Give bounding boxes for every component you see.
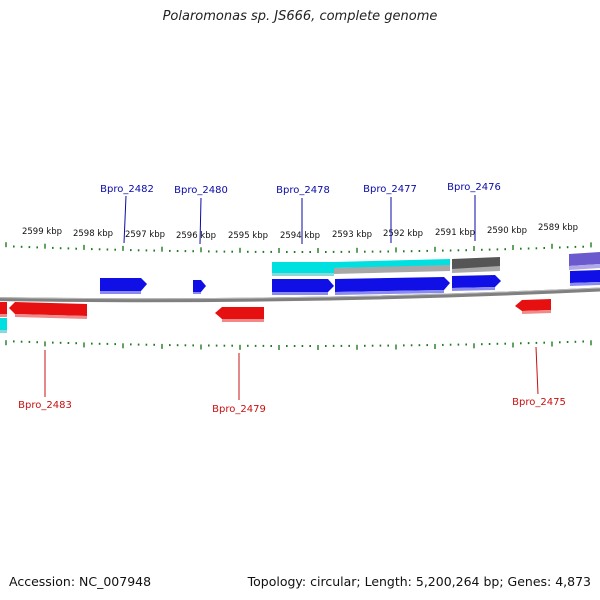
gene-bpro-2478-arrow[interactable] <box>272 279 334 295</box>
kbp-label: 2591 kbp <box>435 228 475 238</box>
gene-label-bpro-2477[interactable]: Bpro_2477 <box>363 184 417 195</box>
kbp-label: 2590 kbp <box>487 226 527 236</box>
gene-bpro-2475-arrow[interactable] <box>515 299 551 314</box>
gene-bpro-2483-arrow[interactable] <box>9 302 87 319</box>
purple-feature-block[interactable] <box>569 252 600 270</box>
gene-forward-partial-arrow[interactable] <box>570 270 600 286</box>
genome-title: Polaromonas sp. JS666, complete genome <box>162 9 438 24</box>
gene-label-bpro-2475[interactable]: Bpro_2475 <box>512 397 566 408</box>
kbp-label: 2595 kbp <box>228 231 268 241</box>
gene-bpro-2480-arrow[interactable] <box>193 280 206 294</box>
kbp-scale-labels: 2599 kbp 2598 kbp 2597 kbp 2596 kbp 2595… <box>22 223 578 241</box>
forward-gene-labels: Bpro_2482 Bpro_2480 Bpro_2478 Bpro_2477 … <box>100 182 501 245</box>
gene-reverse-partial-arrow[interactable] <box>0 302 7 317</box>
kbp-label: 2592 kbp <box>383 229 423 239</box>
gene-bpro-2477-arrow[interactable] <box>335 277 450 295</box>
kbp-label: 2599 kbp <box>22 227 62 237</box>
kbp-label: 2598 kbp <box>73 229 113 239</box>
kbp-label: 2593 kbp <box>332 230 372 240</box>
reverse-strand-features <box>0 299 551 333</box>
gene-label-bpro-2478[interactable]: Bpro_2478 <box>276 185 330 196</box>
gene-bpro-2476-arrow[interactable] <box>452 275 501 291</box>
kbp-label: 2594 kbp <box>280 231 320 241</box>
kbp-label: 2596 kbp <box>176 231 216 241</box>
gene-label-bpro-2476[interactable]: Bpro_2476 <box>447 182 501 193</box>
genome-summary-text: Topology: circular; Length: 5,200,264 bp… <box>247 574 591 589</box>
reverse-gene-labels: Bpro_2483 Bpro_2479 Bpro_2475 <box>18 346 566 415</box>
kbp-label: 2589 kbp <box>538 223 578 233</box>
accession-text: Accession: NC_007948 <box>9 574 152 589</box>
cyan-reverse-feature[interactable] <box>0 318 7 333</box>
gene-bpro-2479-arrow[interactable] <box>215 307 264 322</box>
gene-label-bpro-2480[interactable]: Bpro_2480 <box>174 185 228 196</box>
gene-label-bpro-2479[interactable]: Bpro_2479 <box>212 404 266 415</box>
kbp-label: 2597 kbp <box>125 230 165 240</box>
gene-label-bpro-2482[interactable]: Bpro_2482 <box>100 184 154 195</box>
cyan-feature-block[interactable] <box>272 259 450 276</box>
gene-bpro-2482-arrow[interactable] <box>100 278 147 294</box>
forward-strand-features <box>100 252 600 295</box>
genome-backbone <box>0 287 600 303</box>
lower-tick-ruler <box>5 340 592 350</box>
upper-tick-ruler <box>5 242 592 253</box>
gene-bpro-2476-block[interactable] <box>452 257 500 273</box>
gene-label-bpro-2483[interactable]: Bpro_2483 <box>18 400 72 411</box>
